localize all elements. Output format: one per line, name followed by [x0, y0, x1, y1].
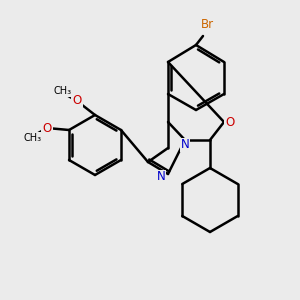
- Text: CH₃: CH₃: [54, 86, 72, 96]
- Text: N: N: [181, 139, 189, 152]
- Text: N: N: [157, 170, 165, 184]
- Text: CH₃: CH₃: [24, 133, 42, 143]
- Text: Br: Br: [200, 19, 214, 32]
- Text: O: O: [225, 116, 235, 128]
- Text: O: O: [42, 122, 52, 134]
- Text: O: O: [72, 94, 82, 107]
